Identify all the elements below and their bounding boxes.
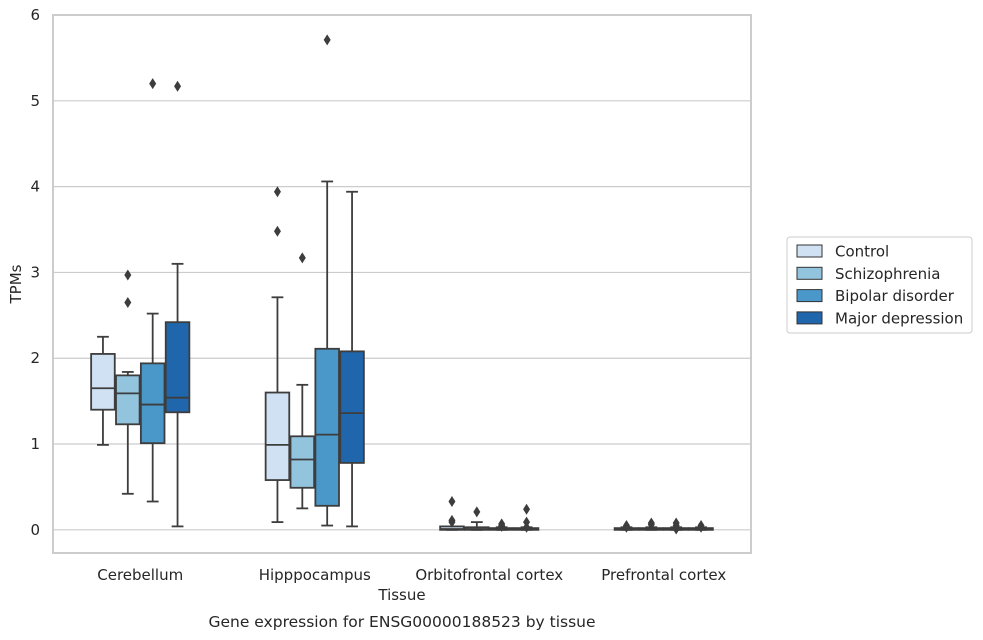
outlier-point (448, 516, 456, 528)
outlier-point (647, 519, 655, 531)
x-tick-labels: Cerebellum Hipppocampus Orbitofrontal cort… (97, 566, 726, 584)
x-tick-label: Prefrontal cortex (601, 566, 726, 584)
legend-label: Control (835, 243, 889, 261)
box (663, 517, 689, 535)
box-iqr (90, 353, 116, 411)
box (314, 34, 340, 527)
chart-caption: Gene expression for ENSG00000188523 by t… (208, 613, 595, 631)
box-iqr (115, 374, 141, 426)
y-tick-label: 1 (30, 435, 40, 453)
box (488, 518, 515, 532)
grid-lines (53, 100, 751, 531)
outlier-point (672, 523, 680, 535)
box (339, 190, 365, 528)
outlier-point (622, 521, 630, 533)
outlier-point (124, 296, 132, 308)
legend-label: Bipolar disorder (835, 287, 955, 305)
outlier-point (174, 80, 182, 92)
legend: Control Schizophrenia Bipolar disorder Majo… (786, 236, 973, 334)
outlier-point (124, 269, 132, 281)
outlier-point (323, 34, 331, 46)
outlier-point (523, 521, 531, 533)
box (115, 269, 141, 495)
y-tick-label: 2 (30, 349, 40, 367)
box-iqr (139, 362, 166, 445)
y-axis-label: TPMs (7, 264, 25, 304)
legend-swatch (796, 266, 823, 280)
outlier-point (448, 496, 456, 508)
x-tick-label: Hipppocampus (259, 566, 371, 584)
box-iqr (264, 391, 291, 481)
legend-frame (786, 236, 973, 334)
x-tick-label: Orbitofrontal cortex (415, 566, 563, 584)
outlier-point (149, 78, 157, 90)
x-tick-label: Cerebellum (97, 566, 183, 584)
box (439, 496, 465, 531)
box (513, 503, 540, 533)
legend-swatch (796, 311, 823, 325)
y-tick-label: 0 (30, 521, 40, 539)
box (613, 520, 640, 533)
legend-label: Major depression (835, 309, 963, 327)
box (289, 252, 316, 510)
box-iqr (314, 347, 340, 507)
box-iqr (164, 321, 191, 414)
y-tick-label: 6 (30, 6, 40, 24)
outlier-point (523, 503, 531, 515)
box (90, 335, 116, 446)
box (164, 80, 191, 528)
x-axis-label: Tissue (377, 586, 425, 604)
box (464, 506, 490, 531)
box-groups (90, 34, 714, 535)
outlier-point (298, 252, 306, 264)
box-iqr (289, 435, 316, 489)
legend-swatch (796, 289, 823, 303)
outlier-point (473, 506, 481, 518)
legend-swatch (796, 244, 823, 258)
box (688, 520, 714, 533)
y-tick-labels: 0 1 2 3 4 5 6 (30, 6, 40, 539)
box-iqr (339, 350, 365, 464)
outlier-point (697, 521, 705, 533)
box (264, 186, 291, 524)
box (638, 517, 665, 531)
outlier-point (273, 186, 281, 198)
box (139, 78, 166, 503)
outlier-point (273, 225, 281, 237)
legend-label: Schizophrenia (835, 265, 940, 283)
y-tick-label: 5 (30, 92, 40, 110)
outlier-point (498, 520, 506, 532)
y-tick-label: 4 (30, 178, 40, 196)
plot-frame (52, 14, 752, 554)
y-tick-label: 3 (30, 263, 40, 281)
